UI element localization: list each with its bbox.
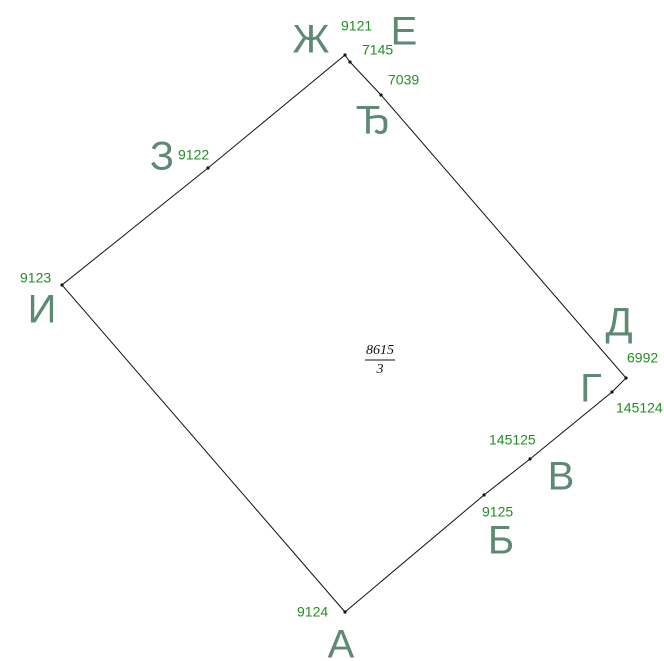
parcel-sub: 3 — [376, 362, 384, 377]
point-marker — [206, 166, 210, 170]
point-letter: Г — [580, 367, 602, 411]
parcel-number: 8615 — [366, 343, 394, 358]
point-letter: Е — [391, 10, 418, 54]
point-marker — [348, 60, 352, 64]
point-number: 145125 — [489, 432, 536, 448]
point-marker — [379, 93, 383, 97]
point-number: 7145 — [362, 42, 393, 58]
point-number: 9125 — [482, 504, 513, 520]
point-marker — [610, 390, 614, 394]
point-number: 145124 — [616, 400, 663, 416]
point-letter: З — [150, 135, 174, 179]
point-number: 9124 — [297, 604, 328, 620]
parcel-boundary — [61, 54, 627, 613]
point-number: 9122 — [178, 147, 209, 163]
point-number: 9121 — [341, 18, 372, 34]
point-marker — [482, 493, 486, 497]
point-marker — [60, 283, 64, 287]
point-marker — [343, 610, 347, 614]
point-number: 9123 — [20, 270, 51, 286]
point-letter: Ж — [293, 18, 330, 62]
point-letter: Ђ — [356, 99, 391, 143]
point-marker — [528, 457, 532, 461]
point-letter: А — [328, 623, 355, 661]
point-letter: Д — [605, 301, 632, 345]
point-number: 7039 — [388, 72, 419, 88]
point-letter: Б — [488, 519, 514, 563]
point-marker — [343, 53, 347, 57]
point-number: 6992 — [627, 350, 658, 366]
point-marker — [624, 376, 628, 380]
point-letter: И — [28, 288, 57, 332]
point-letter: В — [548, 455, 575, 499]
